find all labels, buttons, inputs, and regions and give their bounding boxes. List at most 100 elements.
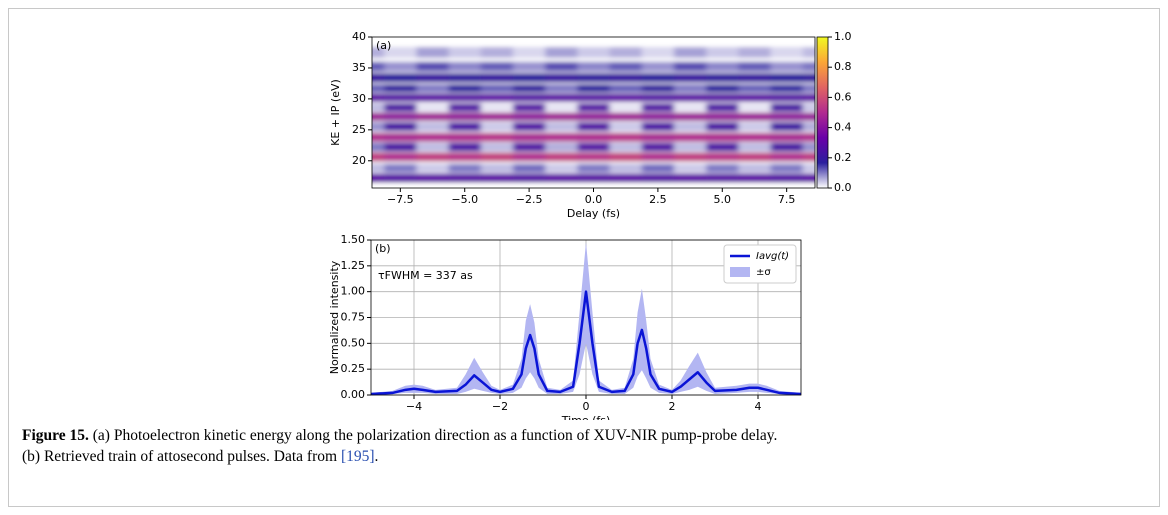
heatmap-cell (480, 46, 514, 59)
heatmap-cell (770, 84, 804, 93)
heatmap-cell (416, 84, 450, 93)
heatmap-cell (545, 112, 578, 122)
heatmap-cell (802, 61, 815, 72)
heatmap-cell (673, 152, 707, 162)
heatmap-cell (770, 112, 804, 122)
heatmap-cell (372, 163, 385, 173)
heatmap-cell (448, 122, 482, 132)
heatmap-cell (577, 61, 611, 72)
heatmap-cell (480, 112, 514, 122)
heatmap-cell (416, 173, 450, 183)
heatmap-cell (609, 122, 643, 132)
reference-link[interactable]: [195] (340, 448, 375, 465)
heatmap-cell (448, 132, 482, 142)
y-tick-label: 30 (352, 92, 366, 105)
heatmap-cell (706, 84, 739, 93)
heatmap-cell (545, 142, 578, 152)
heatmap-cell (448, 61, 482, 72)
x-tick-label: 0 (583, 400, 590, 413)
heatmap-cell (384, 93, 417, 102)
y-tick-label: 0.25 (341, 362, 366, 375)
legend-label: ±σ (756, 267, 771, 278)
heatmap-cell (802, 163, 815, 173)
x-tick-label: −7.5 (387, 193, 414, 206)
figure: −7.5 −5.0 −2.5 0.0 2.5 5.0 7.52025303540Delay … (328, 30, 852, 420)
heatmap-cell (545, 73, 578, 83)
x-tick-label: 7.5 (778, 193, 796, 206)
heatmap-cell (706, 112, 739, 122)
x-axis-label: Time (fs) (561, 414, 611, 420)
x-tick-label: 4 (755, 400, 762, 413)
heatmap-cell (609, 73, 643, 83)
heatmap-cell (641, 173, 675, 183)
heatmap-cell (416, 142, 450, 152)
colorbar (816, 36, 829, 189)
heatmap-cell (372, 61, 385, 72)
heatmap-cell (545, 132, 578, 142)
heatmap-cell (513, 152, 546, 162)
plot-frame (370, 239, 802, 396)
heatmap-cell (372, 103, 385, 112)
heatmap-cell (480, 103, 514, 112)
heatmap-cell (480, 163, 514, 173)
heatmap-cell (738, 122, 772, 132)
heatmap-cell (641, 152, 675, 162)
heatmap-cell (802, 73, 815, 83)
y-tick-label: 25 (352, 123, 366, 136)
heatmap-cell (577, 73, 611, 83)
y-axis-label: Normalized intensity (328, 260, 341, 374)
heatmap-cell (641, 112, 675, 122)
heatmap-cell (738, 112, 772, 122)
heatmap-cell (384, 46, 417, 59)
heatmap-cell (738, 142, 772, 152)
heatmap-cell (609, 46, 643, 59)
heatmap-cell (738, 163, 772, 173)
heatmap-clip (372, 37, 815, 188)
heatmap-cell (384, 112, 417, 122)
heatmap-cell (641, 73, 675, 83)
heatmap-cell (545, 163, 578, 173)
heatmap-cell (770, 152, 804, 162)
heatmap-cell (448, 73, 482, 83)
heatmap-cell (706, 142, 739, 152)
x-tick-label: 0.0 (585, 193, 603, 206)
heatmap-cell (609, 142, 643, 152)
heatmap-cell (706, 163, 739, 173)
heatmap-cell (673, 84, 707, 93)
heatmap-cell (738, 46, 772, 59)
heatmap-cell (802, 84, 815, 93)
heatmap-cell (577, 103, 611, 112)
heatmap-cell (513, 163, 546, 173)
heatmap-cell (384, 122, 417, 132)
heatmap-cell (802, 152, 815, 162)
heatmap-cell (609, 112, 643, 122)
heatmap-cell (673, 163, 707, 173)
heatmap-cell (802, 93, 815, 102)
colorbar-tick-label: 0.6 (834, 90, 852, 103)
heatmap-cell (545, 61, 578, 72)
y-tick-label: 1.25 (341, 259, 366, 272)
heatmap-cell (609, 163, 643, 173)
heatmap-cell (384, 84, 417, 93)
caption: Figure 15. (a) Photoelectron kinetic ene… (22, 425, 1142, 467)
heatmap-cell (641, 103, 675, 112)
heatmap-cell (706, 73, 739, 83)
heatmap-cell (448, 46, 482, 59)
heatmap-cell (513, 132, 546, 142)
heatmap-cell (577, 173, 611, 183)
y-tick-label: 20 (352, 154, 366, 167)
heatmap-cell (480, 122, 514, 132)
heatmap-cell (513, 46, 546, 59)
heatmap-cell (416, 122, 450, 132)
x-tick-label: 2.5 (649, 193, 667, 206)
y-tick-label: 40 (352, 30, 366, 43)
x-tick-label: −2 (492, 400, 508, 413)
heatmap-cell (513, 112, 546, 122)
legend-swatch (730, 267, 750, 277)
x-tick-label: −2.5 (516, 193, 543, 206)
y-axis-label: KE + IP (eV) (329, 79, 342, 146)
heatmap-cell (641, 61, 675, 72)
heatmap-cell (416, 163, 450, 173)
heatmap-cell (416, 73, 450, 83)
heatmap-cell (706, 103, 739, 112)
